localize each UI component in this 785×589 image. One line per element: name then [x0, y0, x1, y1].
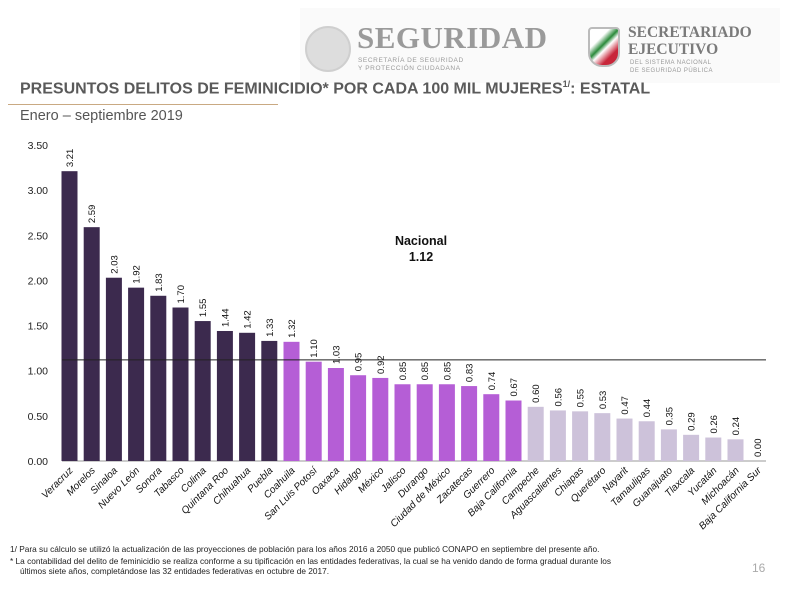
data-label: 0.85	[420, 362, 431, 381]
secretariado-logo-subtitle: DEL SISTEMA NACIONAL DE SEGURIDAD PÚBLIC…	[630, 59, 713, 75]
data-label: 0.44	[642, 399, 653, 418]
y-tick-label: 2.00	[28, 275, 49, 287]
bar-15	[394, 384, 411, 461]
secretariado-shield-logo	[588, 27, 620, 67]
data-label: 0.35	[664, 407, 675, 426]
bar-5	[172, 307, 189, 461]
data-label: 0.53	[598, 391, 609, 410]
bar-11	[305, 361, 322, 461]
bar-12	[327, 368, 344, 461]
bar-7	[216, 330, 233, 461]
page-title: PRESUNTOS DELITOS DE FEMINICIDIO* POR CA…	[20, 79, 650, 98]
data-label: 1.55	[198, 299, 209, 318]
data-label: 0.74	[487, 372, 498, 391]
title-text: PRESUNTOS DELITOS DE FEMINICIDIO* POR CA…	[20, 80, 563, 98]
seguridad-sub-line2: Y PROTECCIÓN CIUDADANA	[358, 65, 461, 72]
seguridad-sub-line1: SECRETARÍA DE SEGURIDAD	[358, 57, 464, 64]
footnote-2: * La contabilidad del delito de feminici…	[10, 556, 611, 566]
y-tick-label: 1.00	[28, 366, 49, 378]
data-label: 0.29	[687, 412, 698, 431]
data-label: 1.42	[243, 310, 254, 329]
data-label: 0.60	[531, 384, 542, 403]
title-divider	[8, 104, 278, 105]
footnote-2-cont: últimos siete años, completándose las 32…	[20, 566, 330, 576]
bar-20	[505, 400, 522, 461]
data-label: 0.24	[731, 417, 742, 436]
data-label: 0.85	[442, 362, 453, 381]
data-label: 1.10	[309, 339, 320, 358]
data-label: 0.00	[753, 439, 764, 458]
title-suffix: : ESTATAL	[570, 80, 651, 98]
data-label: 2.03	[109, 255, 120, 274]
data-label: 1.32	[287, 319, 298, 338]
data-label: 0.85	[398, 362, 409, 381]
data-label: 1.70	[176, 285, 187, 304]
y-tick-label: 2.50	[28, 230, 49, 242]
bar-17	[438, 384, 455, 461]
bar-23	[572, 411, 589, 461]
bar-16	[416, 384, 433, 461]
bar-10	[283, 341, 300, 461]
secretariado-sub-line2: DE SEGURIDAD PÚBLICA	[630, 68, 714, 74]
data-label: 0.83	[465, 364, 476, 383]
bar-19	[483, 394, 500, 461]
y-tick-label: 0.50	[28, 411, 49, 423]
y-tick-label: 0.00	[28, 456, 49, 468]
bar-25	[616, 418, 633, 461]
y-tick-label: 3.00	[28, 185, 49, 197]
bar-0	[61, 171, 78, 461]
bar-21	[527, 406, 544, 461]
bar-14	[372, 377, 389, 461]
bar-26	[638, 421, 655, 461]
period-subtitle: Enero – septiembre 2019	[20, 108, 183, 124]
secretariado-logo-title: SECRETARIADO EJECUTIVO	[628, 24, 752, 58]
bar-9	[261, 340, 278, 461]
secretariado-sub-line1: DEL SISTEMA NACIONAL	[630, 60, 712, 66]
bar-1	[83, 227, 100, 461]
data-label: 0.95	[354, 353, 365, 372]
data-label: 1.83	[154, 273, 165, 292]
secretariado-line2: EJECUTIVO	[628, 41, 719, 58]
data-label: 0.67	[509, 378, 520, 397]
data-label: 1.33	[265, 318, 276, 337]
bar-22	[549, 410, 566, 461]
data-label: 2.59	[87, 205, 98, 224]
national-value: 1.12	[409, 250, 433, 264]
bar-2	[105, 277, 122, 461]
y-tick-label: 1.50	[28, 321, 49, 333]
data-label: 0.26	[709, 415, 720, 434]
bar-30	[727, 439, 744, 461]
national-label: Nacional	[395, 234, 447, 248]
data-label: 1.44	[220, 308, 231, 327]
bar-27	[660, 429, 677, 461]
seguridad-logo-title: SEGURIDAD	[357, 20, 548, 55]
seguridad-logo-subtitle: SECRETARÍA DE SEGURIDAD Y PROTECCIÓN CIU…	[358, 57, 464, 73]
bar-18	[461, 386, 478, 461]
data-label: 0.47	[620, 396, 631, 415]
data-label: 1.92	[132, 265, 143, 284]
y-tick-label: 3.50	[28, 140, 49, 152]
data-label: 0.55	[576, 389, 587, 408]
bar-28	[683, 434, 700, 461]
page-number: 16	[752, 561, 766, 575]
footnote-1: 1/ Para su cálculo se utilizó la actuali…	[10, 544, 600, 554]
data-label: 0.92	[376, 355, 387, 374]
bar-4	[150, 295, 167, 461]
data-label: 1.03	[331, 346, 342, 365]
bar-6	[194, 321, 211, 461]
bar-13	[350, 375, 367, 461]
data-label: 0.56	[553, 388, 564, 407]
logo-band	[300, 8, 780, 83]
title-footnote-ref: 1/	[562, 79, 571, 89]
secretariado-line1: SECRETARIADO	[628, 24, 752, 41]
national-seal-logo	[305, 26, 351, 72]
bar-29	[705, 437, 722, 461]
data-label: 3.21	[65, 149, 76, 168]
bar-24	[594, 413, 611, 461]
bar-3	[128, 287, 145, 461]
bar-8	[239, 332, 256, 461]
